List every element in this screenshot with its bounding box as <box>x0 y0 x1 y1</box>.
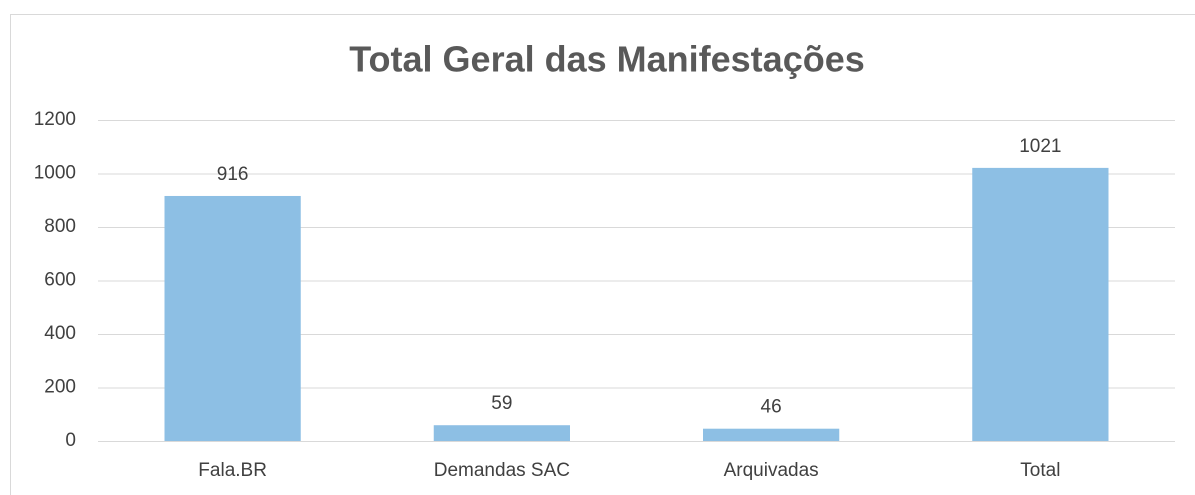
bar <box>164 195 301 441</box>
chart-title: Total Geral das Manifestações <box>349 39 865 80</box>
value-label: 916 <box>217 164 249 185</box>
x-tick-label: Demandas SAC <box>434 460 570 481</box>
x-tick-label: Fala.BR <box>198 460 267 481</box>
y-tick-label: 400 <box>44 323 76 344</box>
bar <box>703 428 840 441</box>
x-tick-label: Total <box>1020 460 1060 481</box>
y-tick-label: 1200 <box>34 109 76 130</box>
y-tick-label: 1000 <box>34 163 76 184</box>
value-label: 46 <box>761 397 782 418</box>
y-tick-label: 200 <box>44 377 76 398</box>
y-tick-label: 600 <box>44 270 76 291</box>
y-tick-label: 0 <box>65 430 76 451</box>
value-label: 59 <box>491 393 512 414</box>
bar <box>433 425 570 441</box>
bar <box>972 167 1109 441</box>
x-tick-label: Arquivadas <box>724 460 819 481</box>
y-tick-label: 800 <box>44 216 76 237</box>
value-label: 1021 <box>1019 136 1061 157</box>
